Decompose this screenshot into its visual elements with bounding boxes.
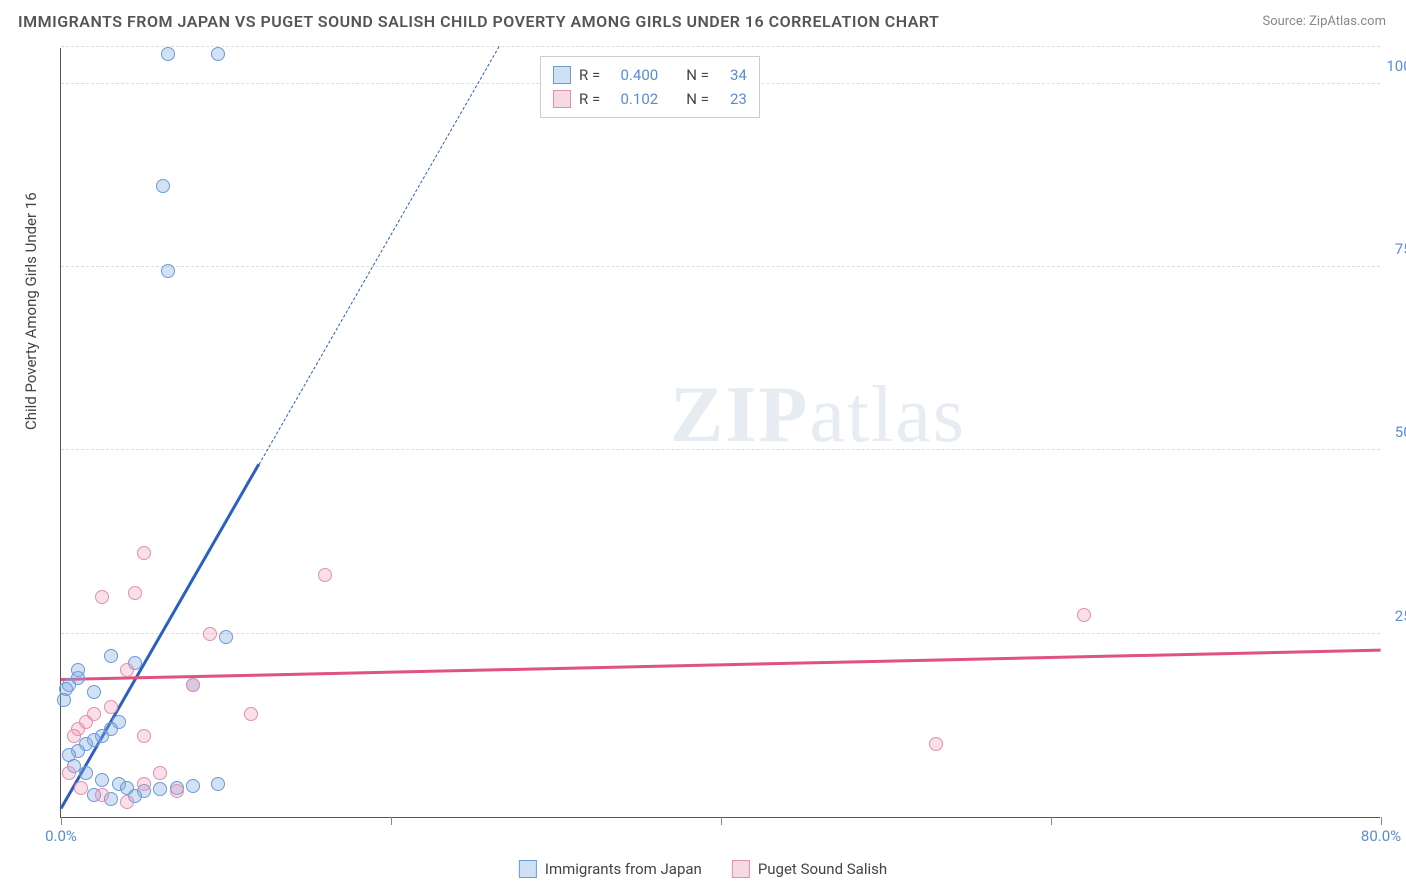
x-tick [1051,817,1052,825]
data-point-a [219,630,233,644]
stat-r-value: 0.400 [608,66,658,84]
data-point-b [120,795,134,809]
data-point-b [95,788,109,802]
x-tick [391,817,392,825]
legend-label: Immigrants from Japan [545,860,702,878]
data-point-b [137,546,151,560]
data-point-a [95,773,109,787]
y-axis-label: Child Poverty Among Girls Under 16 [22,192,40,430]
data-point-b [128,586,142,600]
data-point-b [318,568,332,582]
x-tick [721,817,722,825]
gridline [61,449,1380,450]
data-point-b [62,766,76,780]
legend-item-b: Puget Sound Salish [732,860,887,878]
y-tick-label: 50.0% [1395,423,1406,441]
data-point-b [120,663,134,677]
chart-title: IMMIGRANTS FROM JAPAN VS PUGET SOUND SAL… [18,12,939,31]
legend-stat-row: R = 0.400 N = 34 [553,63,747,87]
swatch-icon [553,90,571,108]
data-point-a [161,47,175,61]
x-tick [1381,817,1382,825]
data-point-a [104,649,118,663]
y-tick-label: 25.0% [1395,607,1406,625]
legend-stat-row: R = 0.102 N = 23 [553,87,747,111]
swatch-icon [553,66,571,84]
data-point-b [137,777,151,791]
gridline [61,46,1380,47]
data-point-a [156,179,170,193]
stat-n-label: N = [686,90,709,108]
stat-r-value: 0.102 [608,90,658,108]
data-point-b [244,707,258,721]
gridline [61,266,1380,267]
data-point-a [211,47,225,61]
data-point-a [186,779,200,793]
data-point-b [929,737,943,751]
stat-n-label: N = [686,66,709,84]
correlation-legend: R = 0.400 N = 34 R = 0.102 N = 23 [540,56,760,118]
swatch-icon [519,860,537,878]
y-tick-label: 100.0% [1386,57,1406,75]
data-point-b [203,627,217,641]
data-point-b [74,781,88,795]
legend-item-a: Immigrants from Japan [519,860,702,878]
stat-r-label: R = [579,66,600,84]
data-point-a [211,777,225,791]
x-tick-label: 80.0% [1361,827,1401,845]
data-point-b [153,766,167,780]
trend-line [61,649,1381,681]
data-point-b [67,729,81,743]
stat-n-value: 23 [717,90,747,108]
swatch-icon [732,860,750,878]
plot-area: 25.0%50.0%75.0%100.0%0.0%80.0% [60,48,1380,818]
data-point-a [161,264,175,278]
gridline [61,633,1380,634]
stat-n-value: 34 [717,66,747,84]
data-point-b [104,700,118,714]
data-point-a [57,693,71,707]
data-point-b [137,729,151,743]
data-point-b [170,784,184,798]
data-point-b [95,590,109,604]
data-point-b [186,678,200,692]
data-point-a [79,766,93,780]
x-tick-label: 0.0% [45,827,77,845]
x-tick [61,817,62,825]
y-tick-label: 75.0% [1395,240,1406,258]
legend-label: Puget Sound Salish [758,860,887,878]
data-point-b [1077,608,1091,622]
data-point-a [153,782,167,796]
data-point-a [87,685,101,699]
trend-line [259,46,500,464]
stat-r-label: R = [579,90,600,108]
series-legend: Immigrants from Japan Puget Sound Salish [519,860,887,878]
source-attribution: Source: ZipAtlas.com [1262,14,1386,29]
